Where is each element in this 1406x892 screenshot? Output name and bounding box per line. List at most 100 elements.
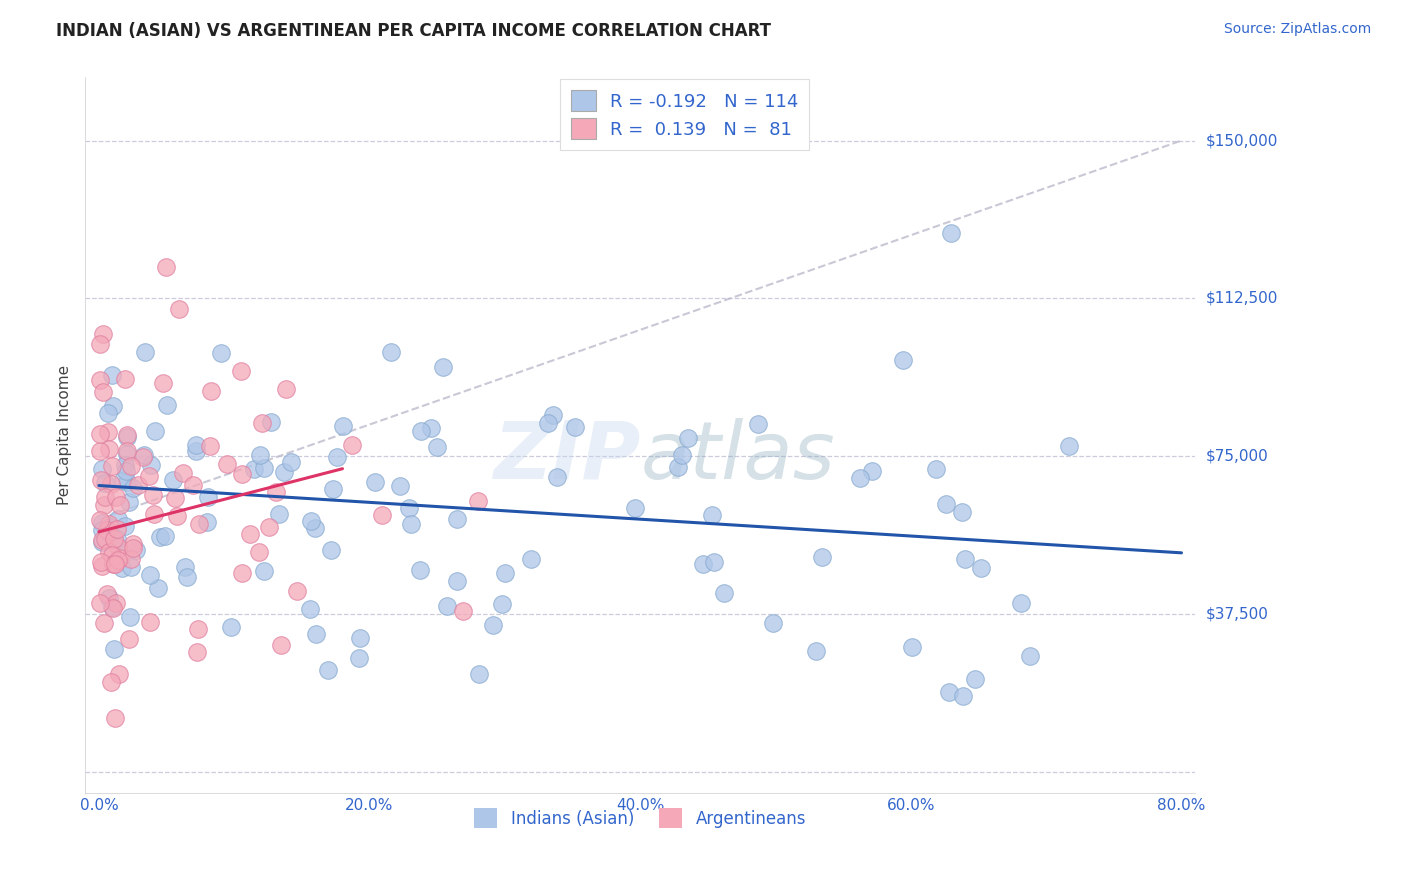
Indians (Asian) — [494, 566, 516, 580]
Indians (Asian) — [564, 419, 586, 434]
Indians (Asian) — [305, 627, 328, 641]
Argentineans — [231, 566, 253, 580]
Indians (Asian) — [399, 516, 422, 531]
Indians (Asian) — [219, 619, 242, 633]
Indians (Asian) — [149, 530, 172, 544]
Argentineans — [264, 485, 287, 500]
Indians (Asian) — [186, 444, 208, 458]
Argentineans — [257, 520, 280, 534]
Argentineans — [186, 645, 208, 659]
Indians (Asian) — [893, 353, 915, 368]
Indians (Asian) — [97, 406, 120, 420]
Indians (Asian) — [955, 551, 977, 566]
Indians (Asian) — [273, 465, 295, 479]
Argentineans — [89, 513, 111, 527]
Indians (Asian) — [120, 610, 142, 624]
Indians (Asian) — [408, 563, 430, 577]
Argentineans — [198, 439, 221, 453]
Indians (Asian) — [304, 521, 326, 535]
Indians (Asian) — [364, 475, 387, 490]
Argentineans — [152, 376, 174, 390]
Argentineans — [104, 491, 127, 505]
Indians (Asian) — [666, 459, 689, 474]
Indians (Asian) — [162, 473, 184, 487]
Indians (Asian) — [97, 591, 120, 606]
Argentineans — [100, 675, 122, 690]
Indians (Asian) — [481, 618, 503, 632]
Indians (Asian) — [98, 520, 121, 534]
Indians (Asian) — [111, 561, 134, 575]
Argentineans — [97, 425, 120, 439]
Argentineans — [89, 444, 111, 458]
Argentineans — [91, 558, 114, 573]
Text: atlas: atlas — [640, 417, 835, 495]
Indians (Asian) — [1019, 648, 1042, 663]
Indians (Asian) — [811, 549, 834, 564]
Argentineans — [100, 458, 122, 473]
Argentineans — [239, 527, 262, 541]
Argentineans — [340, 438, 363, 452]
Argentineans — [101, 548, 124, 562]
Indians (Asian) — [115, 447, 138, 461]
Indians (Asian) — [134, 344, 156, 359]
Indians (Asian) — [671, 448, 693, 462]
Indians (Asian) — [139, 458, 162, 472]
Argentineans — [108, 551, 131, 566]
Indians (Asian) — [1057, 439, 1080, 453]
Indians (Asian) — [935, 497, 957, 511]
Indians (Asian) — [804, 644, 827, 658]
Argentineans — [105, 596, 128, 610]
Indians (Asian) — [209, 346, 232, 360]
Indians (Asian) — [253, 564, 276, 578]
Indians (Asian) — [420, 421, 443, 435]
Argentineans — [91, 327, 114, 342]
Indians (Asian) — [260, 415, 283, 429]
Argentineans — [187, 622, 209, 636]
Argentineans — [139, 615, 162, 629]
Indians (Asian) — [537, 416, 560, 430]
Argentineans — [247, 545, 270, 559]
Argentineans — [97, 545, 120, 559]
Argentineans — [115, 443, 138, 458]
Argentineans — [200, 384, 222, 398]
Argentineans — [132, 450, 155, 464]
Indians (Asian) — [411, 424, 433, 438]
Indians (Asian) — [380, 345, 402, 359]
Indians (Asian) — [970, 561, 993, 575]
Indians (Asian) — [432, 359, 454, 374]
Indians (Asian) — [491, 597, 513, 611]
Indians (Asian) — [101, 399, 124, 413]
Argentineans — [285, 584, 308, 599]
Argentineans — [97, 442, 120, 457]
Argentineans — [115, 428, 138, 442]
Argentineans — [229, 364, 252, 378]
Indians (Asian) — [299, 602, 322, 616]
Argentineans — [108, 667, 131, 681]
Indians (Asian) — [125, 543, 148, 558]
Indians (Asian) — [388, 479, 411, 493]
Y-axis label: Per Capita Income: Per Capita Income — [58, 365, 72, 505]
Argentineans — [467, 493, 489, 508]
Indians (Asian) — [143, 424, 166, 438]
Indians (Asian) — [115, 430, 138, 444]
Argentineans — [163, 491, 186, 506]
Indians (Asian) — [702, 508, 724, 522]
Indians (Asian) — [91, 535, 114, 549]
Text: $75,000: $75,000 — [1206, 449, 1268, 464]
Indians (Asian) — [1010, 596, 1032, 610]
Indians (Asian) — [153, 529, 176, 543]
Text: $37,500: $37,500 — [1206, 607, 1270, 622]
Indians (Asian) — [120, 559, 142, 574]
Indians (Asian) — [299, 514, 322, 528]
Argentineans — [167, 302, 190, 317]
Indians (Asian) — [280, 455, 302, 469]
Argentineans — [90, 473, 112, 487]
Indians (Asian) — [122, 481, 145, 495]
Text: $150,000: $150,000 — [1206, 133, 1278, 148]
Argentineans — [89, 597, 111, 611]
Argentineans — [120, 552, 142, 566]
Indians (Asian) — [90, 523, 112, 537]
Indians (Asian) — [963, 672, 986, 686]
Argentineans — [270, 638, 292, 652]
Argentineans — [117, 632, 139, 646]
